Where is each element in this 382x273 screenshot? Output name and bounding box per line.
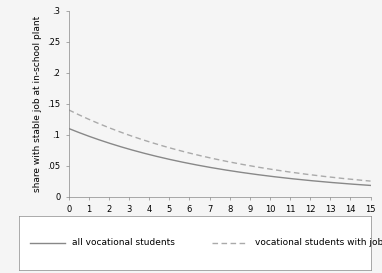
- all vocational students: [66, 127, 71, 130]
- vocational students with job in pre-graduation year: [68, 109, 72, 112]
- all vocational students: [245, 172, 250, 175]
- vocational students with job in pre-graduation year: [246, 164, 251, 167]
- all vocational students: [246, 172, 251, 175]
- Line: vocational students with job in pre-graduation year: vocational students with job in pre-grad…: [69, 110, 371, 181]
- Line: all vocational students: all vocational students: [69, 129, 371, 185]
- Text: vocational students with job in pre-graduation year: vocational students with job in pre-grad…: [254, 239, 382, 247]
- all vocational students: [340, 182, 345, 185]
- vocational students with job in pre-graduation year: [251, 165, 256, 168]
- Y-axis label: share with stable job at in-school plant: share with stable job at in-school plant: [33, 16, 42, 192]
- vocational students with job in pre-graduation year: [66, 108, 71, 112]
- vocational students with job in pre-graduation year: [340, 177, 345, 180]
- vocational students with job in pre-graduation year: [245, 164, 250, 167]
- all vocational students: [251, 173, 256, 176]
- vocational students with job in pre-graduation year: [368, 179, 373, 183]
- all vocational students: [368, 184, 373, 187]
- Text: all vocational students: all vocational students: [72, 239, 175, 247]
- all vocational students: [68, 127, 72, 130]
- vocational students with job in pre-graduation year: [321, 175, 325, 178]
- all vocational students: [321, 180, 325, 183]
- X-axis label: years after graduation: years after graduation: [169, 219, 270, 229]
